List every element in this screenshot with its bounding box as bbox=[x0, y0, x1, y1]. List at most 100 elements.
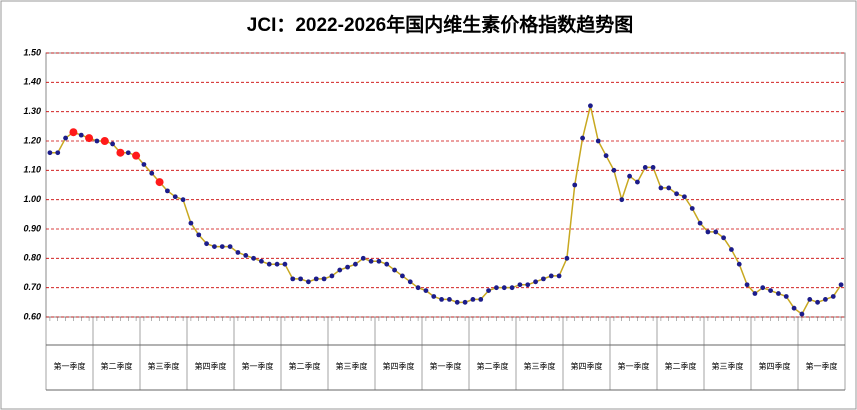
point bbox=[423, 288, 429, 293]
point bbox=[149, 170, 155, 176]
quarter-label: 第一季度 bbox=[806, 361, 838, 371]
point bbox=[815, 299, 820, 305]
point bbox=[384, 261, 390, 267]
quarter-label: 第四季度 bbox=[571, 361, 603, 371]
point bbox=[776, 291, 781, 296]
point bbox=[78, 132, 84, 138]
point bbox=[729, 247, 734, 252]
quarter-label: 第四季度 bbox=[759, 361, 791, 371]
y-tick-label: 1.20 bbox=[23, 135, 41, 145]
highlight-point bbox=[100, 137, 109, 145]
quarter-label: 第三季度 bbox=[524, 361, 556, 371]
point bbox=[768, 288, 773, 293]
quarter-label: 第二季度 bbox=[477, 361, 509, 371]
point bbox=[298, 276, 303, 282]
point bbox=[172, 194, 178, 200]
y-tick-label: 0.60 bbox=[23, 311, 41, 321]
point bbox=[642, 165, 648, 170]
point bbox=[823, 297, 828, 302]
point bbox=[243, 253, 249, 258]
point bbox=[470, 297, 476, 302]
point bbox=[274, 261, 280, 267]
point bbox=[627, 173, 632, 179]
point bbox=[548, 273, 554, 279]
quarter-label: 第三季度 bbox=[148, 361, 180, 371]
point bbox=[682, 194, 687, 200]
point bbox=[517, 282, 523, 288]
point bbox=[212, 244, 217, 250]
quarter-label: 第一季度 bbox=[54, 361, 86, 371]
point bbox=[478, 297, 484, 302]
point bbox=[454, 299, 460, 305]
y-tick-label: 0.90 bbox=[23, 223, 41, 233]
point bbox=[345, 264, 350, 270]
point bbox=[752, 291, 758, 296]
point bbox=[188, 220, 194, 226]
point bbox=[415, 285, 421, 291]
highlight-point bbox=[69, 128, 78, 137]
point bbox=[329, 273, 335, 279]
point bbox=[588, 103, 593, 109]
point bbox=[368, 258, 374, 264]
point bbox=[807, 297, 813, 302]
y-tick-label: 1.10 bbox=[23, 165, 41, 175]
point bbox=[204, 241, 209, 247]
quarter-label: 第三季度 bbox=[712, 361, 744, 371]
point bbox=[259, 258, 264, 264]
quarter-label: 第二季度 bbox=[289, 361, 321, 371]
point bbox=[165, 188, 170, 194]
point bbox=[697, 220, 703, 226]
point bbox=[736, 261, 742, 267]
quarter-label: 第二季度 bbox=[665, 361, 697, 371]
point bbox=[603, 153, 609, 159]
point bbox=[572, 182, 578, 188]
point bbox=[509, 285, 515, 291]
point bbox=[611, 167, 617, 173]
point bbox=[830, 294, 836, 299]
point bbox=[799, 311, 805, 317]
point bbox=[486, 288, 491, 293]
point bbox=[541, 276, 546, 282]
highlight-point bbox=[132, 151, 141, 160]
point bbox=[313, 276, 319, 282]
point bbox=[360, 255, 366, 261]
point bbox=[266, 261, 272, 267]
quarter-label: 第二季度 bbox=[101, 361, 133, 371]
point bbox=[376, 258, 382, 264]
point bbox=[125, 150, 131, 156]
plot-area bbox=[45, 52, 846, 318]
point bbox=[235, 250, 241, 255]
point bbox=[705, 229, 711, 235]
point bbox=[462, 299, 468, 305]
point bbox=[713, 229, 719, 235]
y-tick-label: 0.70 bbox=[23, 282, 41, 292]
point bbox=[791, 305, 797, 311]
point bbox=[219, 244, 225, 250]
point bbox=[525, 282, 531, 288]
point bbox=[760, 285, 766, 291]
point bbox=[494, 285, 499, 291]
point bbox=[282, 261, 288, 267]
point bbox=[439, 297, 444, 302]
point bbox=[321, 276, 327, 282]
point bbox=[533, 279, 538, 285]
quarter-label: 第三季度 bbox=[336, 361, 368, 371]
point bbox=[306, 279, 311, 285]
highlight-point bbox=[85, 134, 94, 143]
y-tick-label: 0.80 bbox=[23, 253, 41, 263]
y-tick-label: 1.30 bbox=[23, 106, 41, 116]
point bbox=[337, 267, 343, 273]
point bbox=[407, 279, 413, 285]
point bbox=[353, 261, 358, 267]
point bbox=[400, 273, 405, 279]
point bbox=[501, 285, 507, 291]
y-tick-label: 1.40 bbox=[23, 77, 41, 87]
point bbox=[94, 138, 100, 144]
y-tick-label: 1.50 bbox=[23, 47, 41, 57]
point bbox=[635, 179, 640, 185]
point bbox=[595, 138, 601, 144]
point bbox=[650, 165, 656, 170]
point bbox=[141, 162, 147, 167]
